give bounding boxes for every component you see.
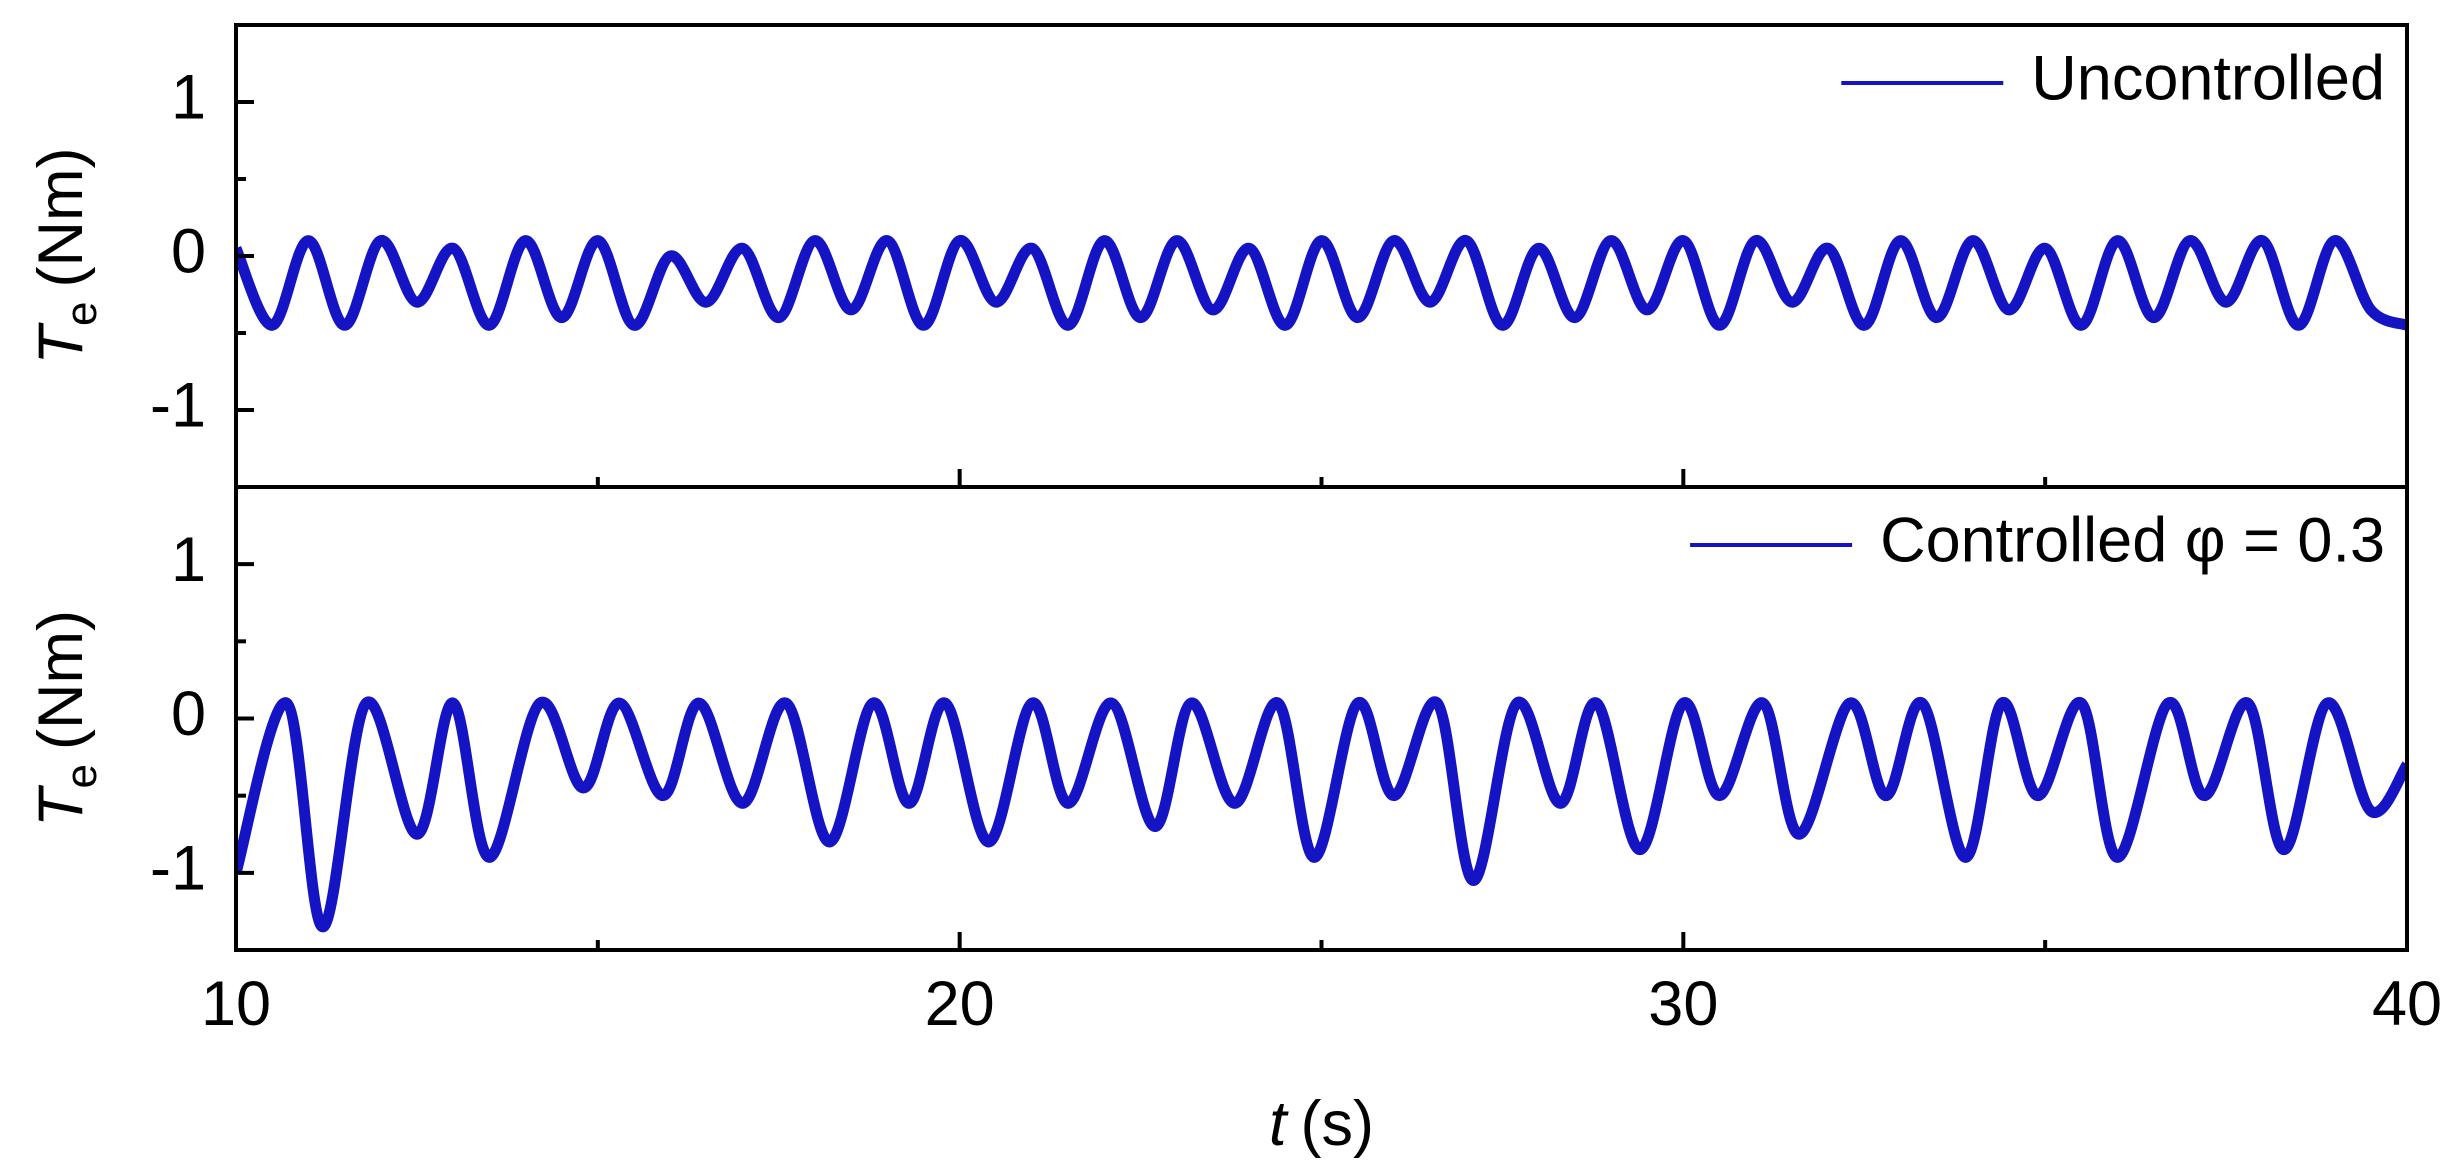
x-tick-label: 10 [201,969,271,1039]
legend-label: Uncontrolled [2031,44,2385,114]
data-line [236,696,2407,933]
y-tick-label: -1 [150,371,206,441]
data-line [236,235,2407,331]
y-label-unit: (Nm) [26,610,96,750]
y-tick-label: 0 [171,217,206,287]
y-label-subscript: e [57,301,106,325]
x-tick-label: 40 [2372,969,2442,1039]
y-label-symbol: T [26,784,96,827]
y-tick-label: -1 [150,833,206,903]
x-label-unit: (s) [1301,1089,1374,1159]
x-axis-label: t (s) [1269,1089,1374,1159]
y-label-subscript: e [57,764,106,788]
y-tick-label: 1 [171,63,206,133]
legend-label: Controlled φ = 0.3 [1880,506,2385,576]
y-axis-label: Te (Nm) [26,610,106,827]
y-label-symbol: T [26,321,96,364]
x-tick-label: 30 [1648,969,1718,1039]
y-label-unit: (Nm) [26,148,96,288]
y-tick-label: 0 [171,679,206,749]
y-axis-label: Te (Nm) [26,148,106,365]
x-tick-label: 20 [925,969,995,1039]
x-label-symbol: t [1269,1089,1289,1159]
y-tick-label: 1 [171,525,206,595]
